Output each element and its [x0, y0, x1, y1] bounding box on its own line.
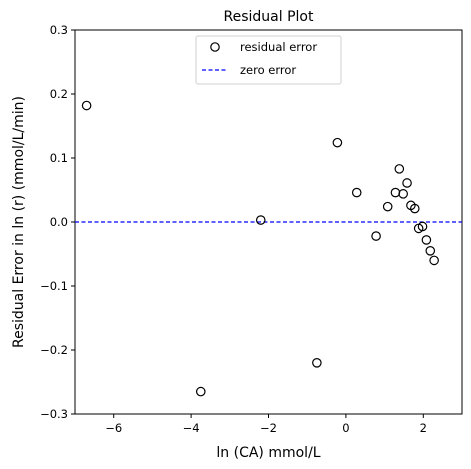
y-tick-label: −0.2 [40, 343, 68, 357]
x-tick-label: −6 [105, 421, 122, 435]
residual-points [81, 100, 439, 397]
legend: residual error zero error [195, 35, 342, 85]
y-tick-label: 0.2 [50, 87, 68, 101]
data-point [409, 203, 420, 214]
data-point [417, 221, 428, 232]
data-point [421, 235, 432, 245]
data-point [390, 187, 401, 198]
data-point [425, 246, 436, 256]
chart-title: Residual Plot [224, 9, 314, 25]
y-tick-label: 0.1 [50, 151, 68, 165]
y-tick-label: −0.1 [40, 279, 68, 293]
data-point [332, 137, 343, 148]
data-point [81, 100, 92, 111]
x-tick-label: −2 [260, 421, 277, 435]
data-point [429, 255, 439, 266]
y-axis-ticks: −0.3 −0.2 −0.1 0.0 0.1 0.2 0.3 [40, 23, 75, 421]
data-point [371, 231, 381, 241]
data-point [382, 201, 393, 212]
x-axis-ticks: −6 −4 −2 0 2 [105, 414, 427, 435]
y-tick-label: 0.3 [50, 23, 68, 37]
data-point [402, 178, 412, 188]
legend-label-residual: residual error [240, 40, 317, 54]
y-tick-label: 0.0 [50, 215, 68, 229]
x-tick-label: 0 [342, 421, 349, 435]
y-axis-label: Residual Error in ln (r) (mmol/L/min) [11, 96, 27, 348]
legend-label-zero: zero error [240, 63, 296, 77]
x-tick-label: −4 [183, 421, 200, 435]
legend-box [195, 35, 342, 85]
data-point [195, 386, 206, 397]
data-point [255, 215, 266, 225]
x-tick-label: 2 [420, 421, 427, 435]
data-point [312, 357, 322, 368]
data-point [394, 164, 405, 174]
y-tick-label: −0.3 [40, 407, 68, 421]
data-point [351, 187, 362, 198]
data-point [398, 189, 408, 199]
x-axis-label: ln (CA) mmol/L [216, 445, 320, 461]
legend-circle-icon [210, 42, 220, 52]
